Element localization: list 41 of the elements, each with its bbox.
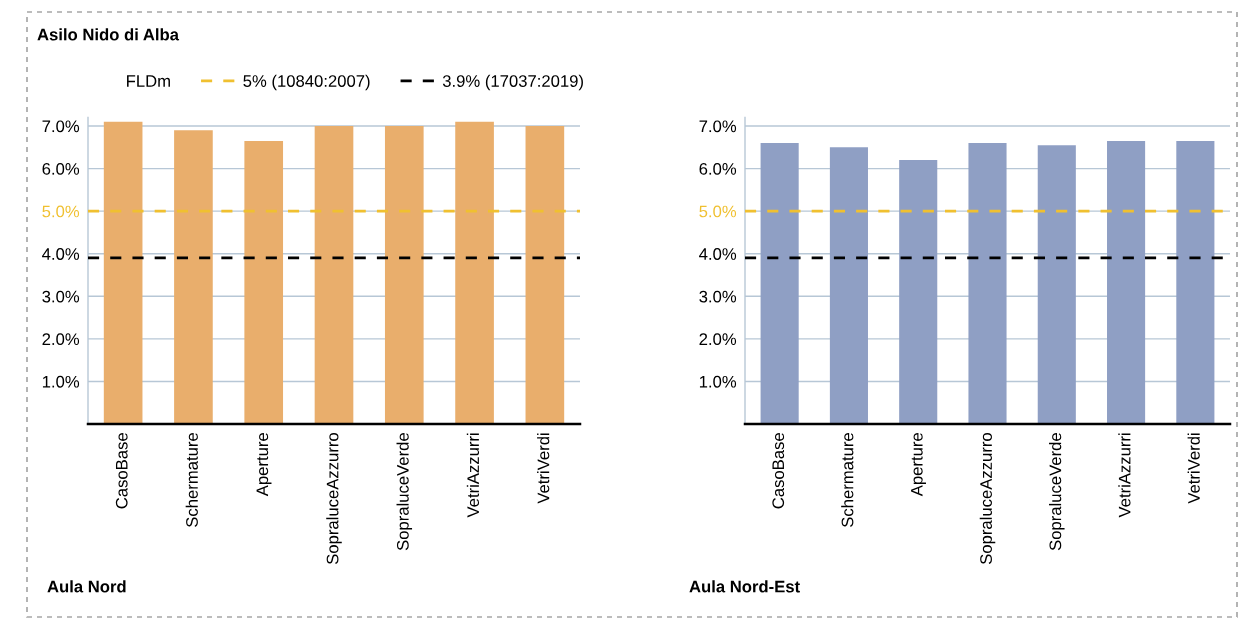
bar: [174, 130, 213, 424]
x-tick-label: Aperture: [911, 433, 926, 497]
y-tick-label: 4.0%: [699, 248, 737, 260]
y-tick-label: 3.0%: [42, 290, 80, 303]
x-axis-title: Aula Nord-Est: [689, 580, 800, 593]
legend-title: FLDm: [127, 75, 170, 87]
x-tick-label: VetriAzzurri: [1118, 433, 1131, 518]
y-tick-label: 2.0%: [42, 333, 80, 346]
bar: [244, 140, 284, 424]
x-tick-label: VetriVerdi: [1187, 433, 1200, 504]
y-tick-label: 1.0%: [42, 375, 80, 388]
x-tick-label: CasoBase: [772, 433, 785, 509]
x-tick-label: VetriAzzurri: [466, 433, 480, 518]
y-tick-label: 6.0%: [699, 162, 737, 175]
y-tick-label: 5.0%: [42, 205, 80, 218]
y-tick-label: 7.0%: [42, 120, 80, 133]
legend-label: 5% (10840:2007): [243, 74, 370, 91]
x-tick-label: SopraluceAzzurro: [326, 433, 342, 565]
y-tick-label: 6.0%: [42, 162, 80, 175]
y-tick-label: 3.0%: [699, 290, 737, 303]
x-tick-label: Schermature: [841, 433, 854, 527]
bar: [103, 121, 143, 424]
bar: [455, 121, 494, 424]
bar: [525, 126, 565, 424]
y-tick-label: 1.0%: [699, 375, 737, 388]
x-tick-label: SopraluceVerde: [396, 433, 413, 551]
x-tick-label: VetriVerdi: [537, 433, 550, 504]
x-tick-label: SopraluceAzzurro: [979, 433, 996, 565]
y-tick-label: 7.0%: [699, 120, 737, 133]
x-axis-title: Aula Nord: [47, 580, 126, 593]
x-tick-label: SopraluceVerde: [1049, 433, 1065, 551]
x-tick-label: Aperture: [256, 433, 272, 497]
x-tick-label: CasoBase: [115, 433, 128, 509]
y-tick-label: 2.0%: [699, 333, 737, 346]
bar: [314, 126, 354, 424]
y-tick-label: 4.0%: [42, 248, 80, 260]
x-tick-label: Schermature: [185, 433, 198, 527]
bar: [384, 126, 424, 424]
legend-label: 3.9% (17037:2019): [442, 74, 583, 91]
y-tick-label: 5.0%: [699, 205, 737, 218]
chart-title: Asilo Nido di Alba: [37, 28, 180, 41]
